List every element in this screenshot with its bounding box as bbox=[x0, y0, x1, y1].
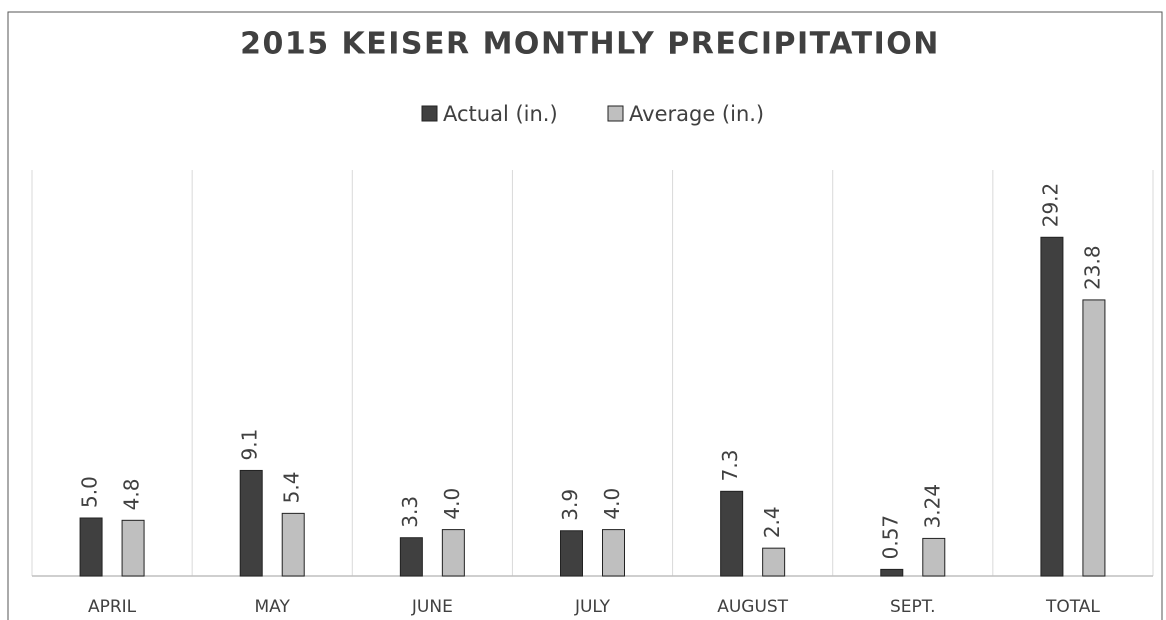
value-label: 4.0 bbox=[440, 488, 464, 520]
value-label: 2.4 bbox=[760, 506, 784, 538]
bar bbox=[720, 490, 744, 577]
legend-swatch bbox=[607, 105, 624, 122]
bar bbox=[602, 529, 625, 577]
bar bbox=[880, 568, 904, 577]
value-label: 4.8 bbox=[120, 479, 144, 511]
value-label: 29.2 bbox=[1038, 183, 1062, 228]
value-label: 3.3 bbox=[398, 496, 422, 528]
bar bbox=[560, 530, 583, 577]
value-label: 5.0 bbox=[78, 476, 102, 508]
value-label: 3.24 bbox=[920, 484, 944, 529]
x-tick-label: TOTAL bbox=[1045, 597, 1100, 617]
value-label: 5.4 bbox=[280, 472, 304, 504]
bar bbox=[441, 529, 465, 577]
bar bbox=[121, 519, 145, 577]
bar bbox=[1040, 236, 1064, 577]
bar bbox=[922, 537, 946, 577]
value-label: 9.1 bbox=[238, 429, 262, 461]
bar bbox=[281, 512, 305, 577]
x-tick-label: AUGUST bbox=[717, 597, 788, 617]
value-label: 3.9 bbox=[558, 489, 582, 521]
x-tick-label: MAY bbox=[255, 597, 291, 617]
value-label: 23.8 bbox=[1080, 245, 1104, 290]
legend-swatch bbox=[421, 105, 438, 122]
legend-label: Average (in.) bbox=[629, 102, 764, 126]
x-tick-label: JULY bbox=[574, 597, 611, 617]
value-label: 0.57 bbox=[878, 515, 902, 560]
chart-title: 2015 KEISER MONTHLY PRECIPITATION bbox=[240, 27, 940, 62]
x-tick-label: APRIL bbox=[88, 597, 137, 617]
bar bbox=[239, 469, 263, 577]
x-tick-label: SEPT. bbox=[890, 597, 936, 617]
x-tick-label: JUNE bbox=[411, 597, 453, 617]
value-label: 7.3 bbox=[718, 450, 742, 482]
bar bbox=[1082, 299, 1106, 577]
frame bbox=[7, 11, 1163, 620]
bar bbox=[762, 547, 786, 577]
bar bbox=[79, 517, 103, 577]
legend-label: Actual (in.) bbox=[443, 102, 558, 126]
bar bbox=[399, 537, 423, 577]
value-label: 4.0 bbox=[600, 488, 624, 520]
